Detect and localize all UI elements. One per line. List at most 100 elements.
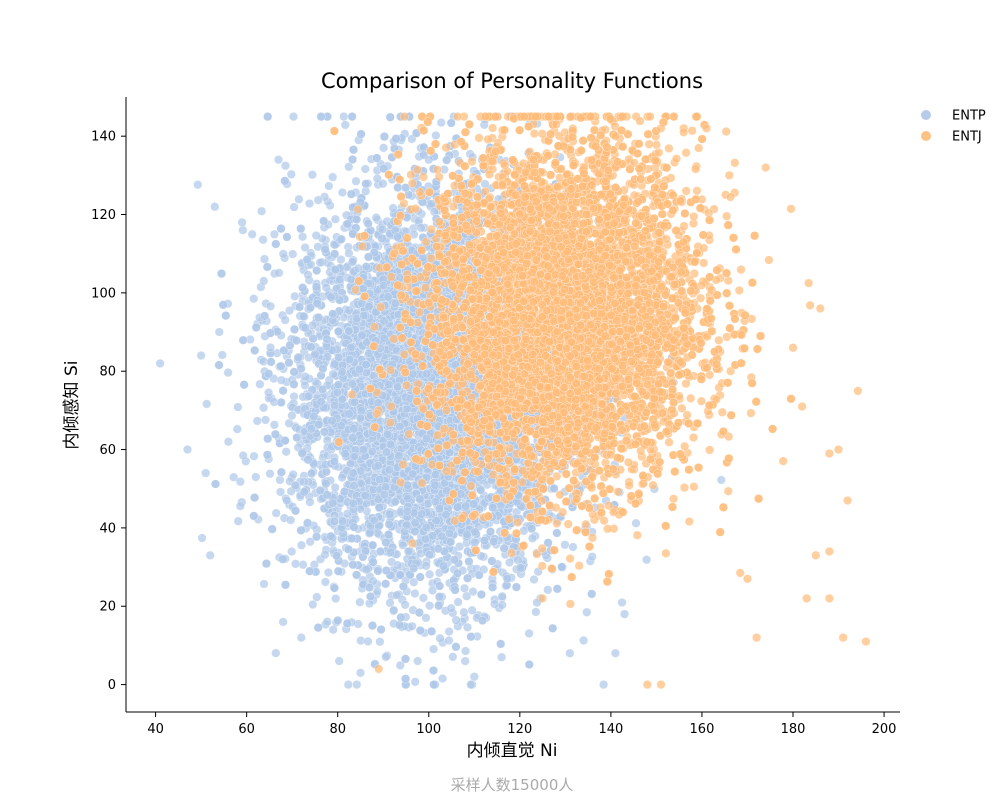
data-point (389, 605, 399, 615)
data-point (233, 402, 243, 412)
data-point (313, 195, 323, 205)
data-point (375, 637, 385, 647)
data-point (259, 579, 269, 589)
data-point (448, 652, 458, 662)
data-point (259, 276, 269, 286)
data-point (642, 555, 652, 565)
data-point (582, 607, 592, 617)
data-point (425, 569, 435, 579)
data-point (453, 597, 463, 607)
data-point (281, 447, 291, 457)
data-point (587, 552, 597, 562)
data-point (271, 508, 281, 518)
data-point (300, 242, 310, 253)
data-point (529, 574, 539, 585)
data-point (311, 230, 321, 241)
data-point (323, 567, 333, 578)
data-point (286, 169, 296, 179)
data-point (579, 635, 589, 645)
data-point (371, 213, 381, 223)
data-point (259, 403, 269, 413)
data-point (197, 533, 207, 543)
data-point (413, 656, 423, 666)
data-point (320, 577, 330, 587)
data-point (631, 518, 641, 528)
data-point (275, 475, 285, 485)
data-point (257, 206, 267, 216)
data-point (360, 164, 370, 174)
chart-title: Comparison of Personality Functions (321, 69, 703, 93)
data-point (307, 170, 317, 180)
data-point (446, 603, 456, 613)
data-point (466, 680, 476, 690)
data-point (280, 315, 290, 325)
data-point (223, 368, 233, 378)
data-point (312, 592, 322, 602)
data-point (217, 350, 227, 360)
data-point (287, 546, 297, 557)
data-point (258, 235, 268, 245)
data-point (288, 249, 298, 259)
data-point (379, 143, 389, 153)
data-point (238, 225, 248, 235)
data-point (265, 301, 276, 311)
data-point (255, 379, 265, 389)
data-point (232, 424, 242, 434)
data-point (202, 399, 212, 409)
data-point (289, 202, 299, 212)
data-point (294, 194, 304, 204)
data-point (303, 270, 313, 280)
data-point (343, 680, 353, 690)
data-point (462, 591, 472, 601)
data-point (284, 418, 294, 428)
data-point (269, 420, 279, 430)
data-point (524, 628, 534, 638)
data-point (328, 172, 338, 182)
data-point (461, 646, 471, 656)
data-point (617, 597, 627, 608)
data-point (284, 305, 295, 316)
data-point (259, 254, 270, 264)
data-point (429, 644, 439, 654)
data-point (560, 540, 570, 550)
data-point (543, 585, 553, 595)
scatter-points (155, 112, 871, 690)
data-point (599, 680, 609, 690)
data-point (444, 635, 454, 646)
data-point (260, 415, 271, 425)
data-point (334, 656, 344, 666)
data-point (193, 180, 203, 190)
data-point (337, 187, 347, 198)
data-point (531, 607, 541, 617)
data-point (407, 621, 417, 631)
data-point (363, 636, 373, 646)
data-point (410, 588, 420, 599)
data-point (416, 223, 426, 233)
data-point (425, 601, 435, 611)
data-point (300, 372, 310, 382)
data-point (296, 540, 307, 550)
data-point (287, 411, 297, 421)
data-point (286, 515, 296, 525)
data-point (322, 617, 332, 627)
data-point (249, 294, 259, 304)
data-point (280, 161, 291, 171)
data-point (264, 387, 274, 398)
data-point (330, 482, 340, 493)
data-point (238, 450, 248, 461)
data-point (247, 229, 257, 239)
data-point (351, 176, 361, 186)
data-point (355, 597, 365, 607)
data-point (265, 342, 276, 353)
data-point (527, 533, 537, 543)
data-point (410, 677, 420, 687)
data-point (252, 416, 262, 426)
data-point (288, 112, 299, 122)
data-point (459, 583, 470, 593)
data-point (378, 179, 388, 189)
data-point (340, 120, 350, 130)
data-point (331, 593, 341, 604)
data-point (435, 633, 445, 643)
data-point (324, 181, 334, 191)
